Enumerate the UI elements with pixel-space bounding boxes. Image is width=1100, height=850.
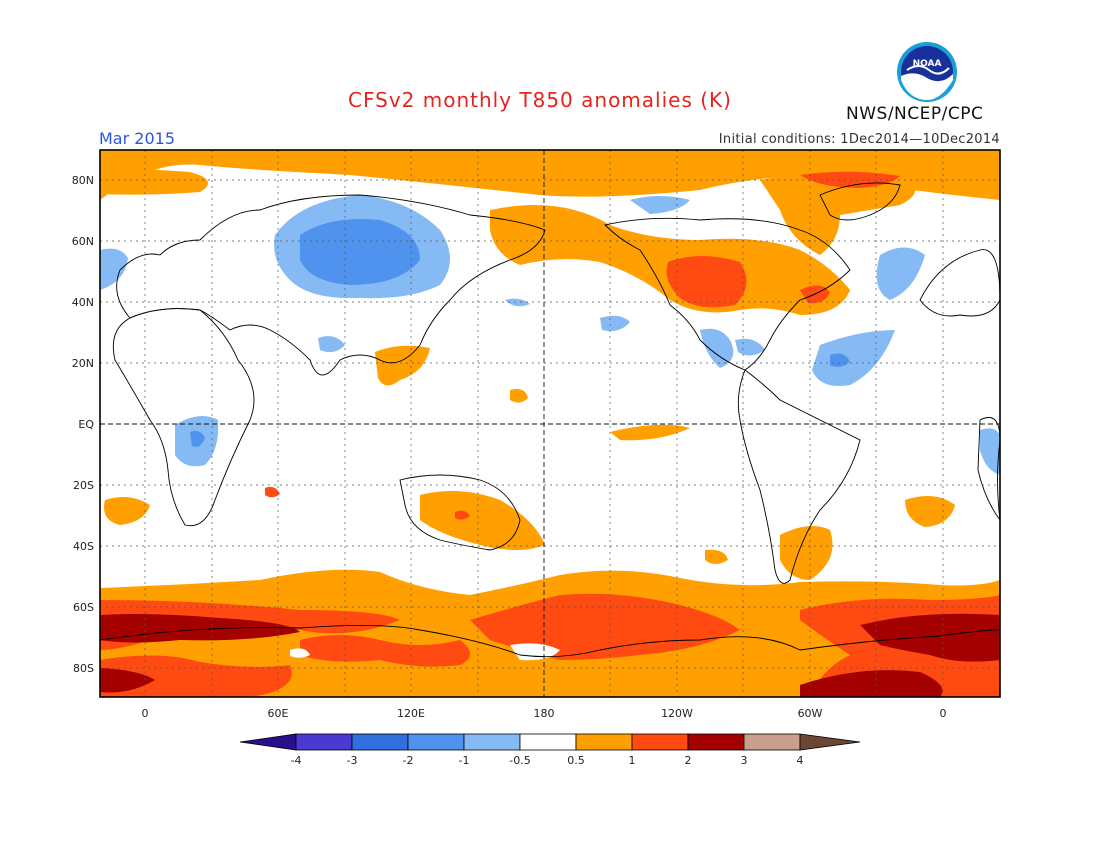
colorbar-swatch [631, 733, 689, 751]
lat-axis: 80N 60N 40N 20N EQ 20S 40S 60S 80S [72, 174, 95, 675]
lon-tick-label: 60W [798, 707, 823, 720]
lat-tick-label: 20S [73, 479, 94, 492]
lat-tick-label: 40N [72, 296, 94, 309]
colorbar-tick-label: 4 [797, 754, 804, 767]
lat-tick-label: 40S [73, 540, 94, 553]
lat-tick-label: 80N [72, 174, 94, 187]
colorbar [239, 733, 861, 751]
colorbar-tick-label: -0.5 [509, 754, 530, 767]
lon-tick-label: 180 [534, 707, 555, 720]
map-frame [99, 149, 1001, 698]
colorbar-swatch [351, 733, 409, 751]
lon-tick-label: 0 [142, 707, 149, 720]
organization-label: NWS/NCEP/CPC [846, 104, 984, 124]
lon-tick-label: 60E [268, 707, 289, 720]
lat-tick-label: EQ [78, 418, 94, 431]
lon-tick-label: 0 [940, 707, 947, 720]
colorbar-swatch [575, 733, 633, 751]
colorbar-tick-label: 2 [685, 754, 692, 767]
coastlines [100, 182, 1000, 658]
lon-tick-label: 120W [661, 707, 693, 720]
colorbar-tick-label: -3 [347, 754, 358, 767]
colorbar-swatch [687, 733, 745, 751]
colorbar-swatch [519, 733, 577, 751]
colorbar-swatch [239, 733, 297, 751]
lat-tick-label: 60N [72, 235, 94, 248]
colorbar-swatch [295, 733, 353, 751]
graticule [100, 150, 1000, 697]
logo-text: NOAA [913, 59, 942, 69]
lat-tick-label: 20N [72, 357, 94, 370]
initial-conditions: Initial conditions: 1Dec2014—10Dec2014 [718, 132, 1000, 147]
anomaly-field [100, 150, 1000, 697]
lat-tick-label: 80S [73, 662, 94, 675]
colorbar-tick-label: 3 [741, 754, 748, 767]
lon-tick-label: 120E [397, 707, 425, 720]
valid-month: Mar 2015 [99, 129, 175, 148]
colorbar-swatch [407, 733, 465, 751]
lat-tick-label: 60S [73, 601, 94, 614]
colorbar-swatch [799, 733, 861, 751]
colorbar-tick-label: -1 [459, 754, 470, 767]
colorbar-swatch [743, 733, 801, 751]
colorbar-tick-label: -2 [403, 754, 414, 767]
colorbar-tick-label: 0.5 [567, 754, 585, 767]
chart-title: CFSv2 monthly T850 anomalies (K) [348, 88, 732, 112]
colorbar-tick-label: 1 [629, 754, 636, 767]
colorbar-tick-label: -4 [291, 754, 302, 767]
equator-dateline [100, 150, 1000, 697]
colorbar-labels: -4 -3 -2 -1 -0.5 0.5 1 2 3 4 [291, 754, 804, 767]
lon-axis: 0 60E 120E 180 120W 60W 0 [142, 707, 947, 720]
noaa-logo: NOAA [897, 42, 957, 102]
colorbar-swatch [463, 733, 521, 751]
